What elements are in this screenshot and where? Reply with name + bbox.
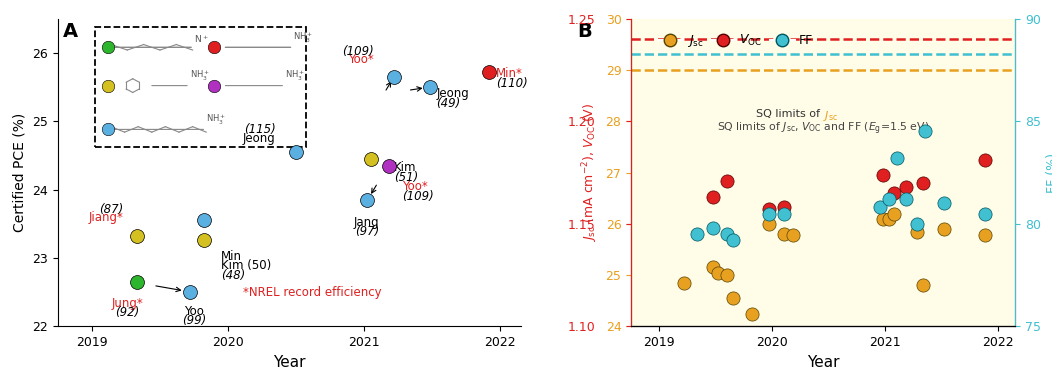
Y-axis label: FF (%): FF (%) — [1047, 152, 1052, 193]
Bar — [95, 27, 306, 147]
Text: $\mathsf{NH_3^+}$: $\mathsf{NH_3^+}$ — [285, 69, 305, 83]
X-axis label: Year: Year — [274, 355, 305, 370]
Text: $\mathsf{NH_3^+}$: $\mathsf{NH_3^+}$ — [206, 112, 226, 127]
Text: Yoo*: Yoo* — [348, 53, 373, 66]
Text: (110): (110) — [497, 77, 528, 90]
Text: Kim: Kim — [394, 161, 417, 174]
Text: Min: Min — [221, 250, 242, 263]
Text: Jeong: Jeong — [243, 132, 276, 145]
Text: (97): (97) — [355, 225, 379, 238]
Y-axis label: Certified PCE (%): Certified PCE (%) — [13, 113, 26, 232]
Text: (109): (109) — [342, 45, 373, 58]
Text: $\mathsf{NH_3^+}$: $\mathsf{NH_3^+}$ — [190, 69, 210, 83]
Text: Kim (50): Kim (50) — [221, 259, 271, 272]
Text: B: B — [578, 22, 592, 41]
Text: (48): (48) — [221, 269, 245, 282]
Text: Jung*: Jung* — [112, 297, 143, 310]
Text: SQ limits of: SQ limits of — [755, 109, 823, 119]
Text: Jiang*: Jiang* — [88, 211, 123, 224]
Text: Jeong: Jeong — [437, 87, 469, 100]
Y-axis label: $J_{\mathrm{sc}}$ (mA cm$^{-2}$), $V_{\mathrm{OC}}$ (V): $J_{\mathrm{sc}}$ (mA cm$^{-2}$), $V_{\m… — [581, 103, 600, 242]
Text: (99): (99) — [182, 314, 206, 327]
Text: A: A — [62, 22, 78, 41]
Text: $\mathsf{NH_3^+}$: $\mathsf{NH_3^+}$ — [294, 30, 313, 45]
Text: (49): (49) — [437, 97, 461, 110]
Text: SQ limits of $J_{\rm sc}$, $V_{\rm OC}$ and FF ($E_{\rm g}$=1.5 eV): SQ limits of $J_{\rm sc}$, $V_{\rm OC}$ … — [717, 120, 929, 137]
Text: $\mathsf{N^+}$: $\mathsf{N^+}$ — [194, 33, 208, 45]
X-axis label: Year: Year — [807, 355, 839, 370]
Text: (87): (87) — [99, 203, 123, 216]
Text: Yoo: Yoo — [184, 305, 204, 318]
Text: Yoo*: Yoo* — [402, 180, 428, 193]
Text: (115): (115) — [244, 123, 276, 136]
Text: (109): (109) — [402, 190, 434, 203]
Text: $J_{\rm sc}$: $J_{\rm sc}$ — [823, 109, 838, 124]
Text: (51): (51) — [394, 171, 419, 184]
Text: Min*: Min* — [497, 67, 523, 80]
Text: *NREL record efficiency: *NREL record efficiency — [243, 286, 382, 299]
Text: Jang: Jang — [355, 216, 380, 229]
Legend: $J_{\mathrm{sc}}$, $V_{\mathrm{OC}}$, FF: $J_{\mathrm{sc}}$, $V_{\mathrm{OC}}$, FF — [653, 28, 818, 54]
Text: (92): (92) — [115, 306, 140, 319]
